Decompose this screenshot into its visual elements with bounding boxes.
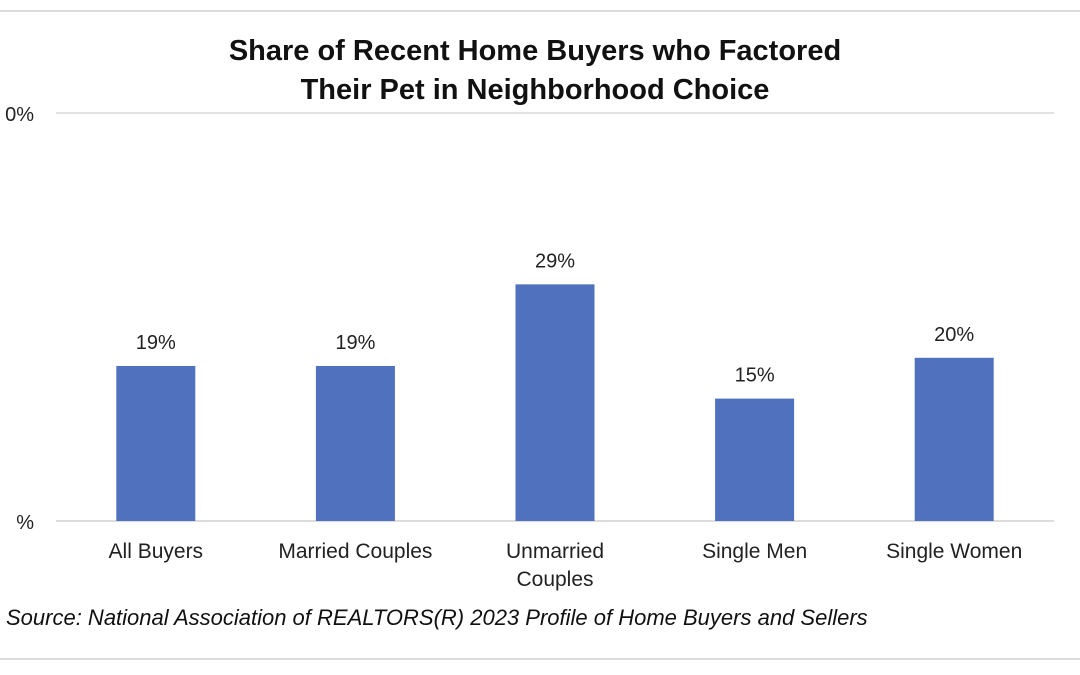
bottom-border (0, 658, 1080, 660)
x-tick-label-5: Single Women (886, 540, 1022, 563)
x-tick-label-3-line-1: Unmarried (506, 540, 604, 563)
x-tick-label-2: Married Couples (278, 540, 432, 563)
bar-3 (515, 284, 595, 521)
bar-chart: 0%% 19% All Buyers 19% Married Couples 29% Unm… (5, 104, 1054, 591)
chart-title: Share of Recent Home Buyers who Factored… (40, 32, 1030, 110)
y-tick-label-top: 0% (5, 104, 34, 126)
bar-4 (715, 398, 795, 521)
bar-2 (315, 365, 395, 521)
x-tick-label-4: Single Men (702, 540, 807, 563)
data-label-4: 15% (735, 365, 775, 387)
y-tick-label-bottom: % (16, 512, 34, 534)
top-border (0, 10, 1080, 12)
source-note: Source: National Association of REALTORS… (6, 605, 868, 630)
chart-title-line-2: Their Pet in Neighborhood Choice (300, 74, 770, 106)
x-tick-label-3-line-2: Couples (516, 568, 593, 591)
bar-1 (116, 365, 196, 521)
data-label-2: 19% (335, 332, 375, 354)
data-label-1: 19% (136, 332, 176, 354)
data-label-5: 20% (934, 324, 974, 346)
chart-title-line-1: Share of Recent Home Buyers who Factored (228, 35, 842, 67)
x-tick-label-1: All Buyers (109, 540, 204, 563)
bar-5 (914, 357, 994, 521)
data-label-3: 29% (535, 250, 575, 272)
